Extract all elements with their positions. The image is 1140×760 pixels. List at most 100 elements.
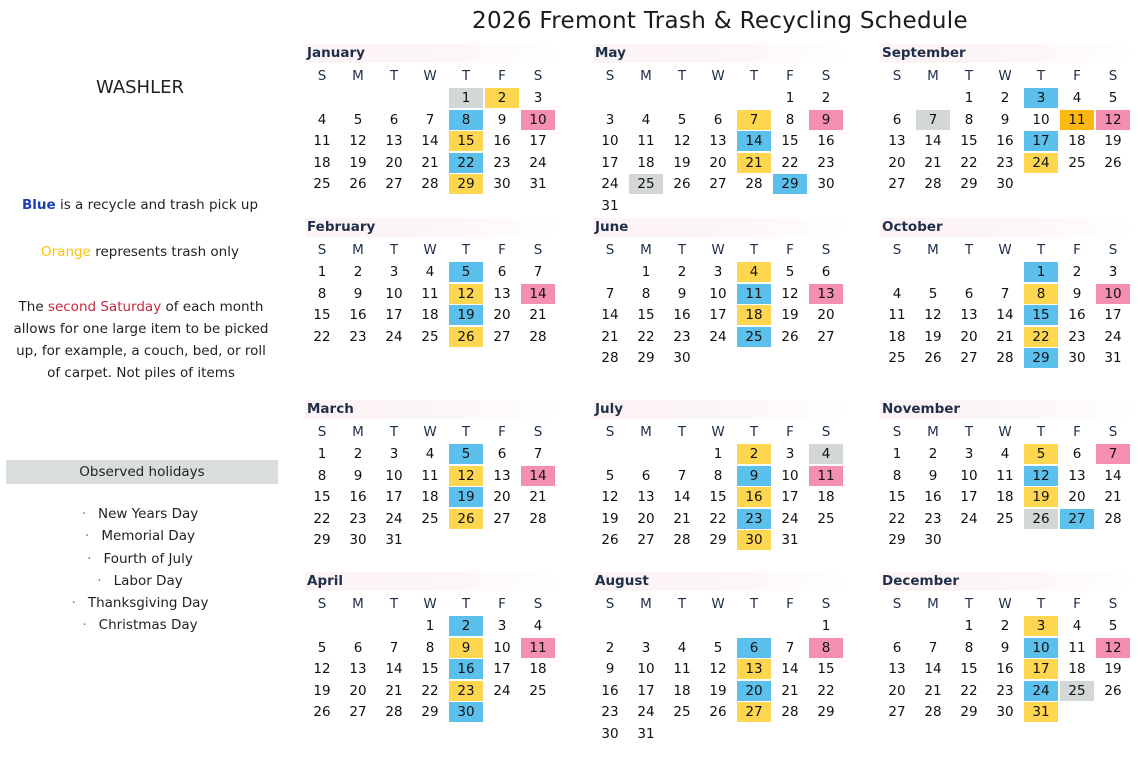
- day-cell: 7: [425, 111, 435, 128]
- day-cell: 19: [601, 510, 619, 527]
- day-cell: 22: [313, 510, 331, 527]
- weekday-label: W: [711, 424, 725, 440]
- day-cell: 25: [817, 510, 835, 527]
- weekday-label: S: [892, 424, 902, 440]
- day-cell: 8: [964, 639, 974, 656]
- day-cell-blue: 16: [449, 659, 483, 680]
- weekday-label: S: [533, 424, 543, 440]
- weekday-label: T: [389, 68, 399, 84]
- day-cell: 22: [888, 510, 906, 527]
- weekday-label: M: [927, 242, 939, 258]
- day-cell-yellow: 18: [737, 305, 771, 326]
- weekday-label: S: [605, 242, 615, 258]
- day-cell: 11: [1068, 639, 1086, 656]
- legend-blue-word: Blue: [21, 197, 56, 213]
- day-cell-pink: 10: [521, 109, 555, 130]
- day-cell-yellow: 2: [485, 88, 519, 108]
- day-cell-gray: 26: [1024, 508, 1058, 529]
- day-cell: 26: [1104, 154, 1122, 171]
- day-cell: 21: [529, 307, 547, 324]
- weekday-label: T: [964, 596, 974, 612]
- day-cell: 1: [964, 618, 974, 634]
- day-cell-blue: 23: [737, 508, 771, 529]
- day-cell: 22: [960, 154, 978, 171]
- day-cell: 28: [924, 176, 942, 193]
- day-cell-pink: 11: [809, 465, 843, 486]
- day-cell: 1: [821, 618, 831, 634]
- day-cell: 20: [385, 154, 403, 171]
- day-cell: 19: [1104, 661, 1122, 678]
- day-cell: 4: [317, 111, 327, 128]
- day-cell: 21: [385, 682, 403, 699]
- day-cell: 1: [892, 446, 902, 462]
- weekday-label: T: [1036, 596, 1046, 612]
- day-cell: 11: [421, 467, 439, 484]
- day-cell-yellow: 4: [737, 262, 771, 282]
- day-cell: 10: [601, 133, 619, 150]
- day-cell: 2: [821, 90, 831, 106]
- day-cell-blue: 6: [737, 637, 771, 658]
- weekday-label: W: [423, 68, 437, 84]
- day-cell-blue: 20: [737, 680, 771, 701]
- day-cell-blue: 11: [737, 283, 771, 304]
- day-cell: 19: [673, 154, 691, 171]
- day-cell-gray: 4: [809, 444, 843, 464]
- day-cell-blue: 17: [1024, 131, 1058, 152]
- day-cell: 30: [996, 176, 1014, 193]
- day-cell-blue: 19: [449, 305, 483, 326]
- day-cell: 16: [673, 307, 691, 324]
- day-cell: 4: [641, 111, 651, 128]
- day-cell: 14: [924, 133, 942, 150]
- day-cell: 26: [601, 532, 619, 549]
- day-cell-pink: 9: [809, 109, 843, 130]
- day-cell: 5: [605, 467, 615, 484]
- day-cell: 5: [713, 639, 723, 656]
- weekday-label: T: [749, 424, 759, 440]
- day-cell: 3: [533, 90, 543, 106]
- month-december: December S M T W T F S 1 2 3 4 5 6 7 8 9 10 11 12 13 14 15 16 17…: [880, 572, 1134, 742]
- day-cell: 4: [1072, 90, 1082, 106]
- weekday-label: T: [749, 596, 759, 612]
- weekday-label: S: [892, 596, 902, 612]
- day-cell: 6: [641, 467, 651, 484]
- day-cell: 28: [421, 176, 439, 193]
- day-cell-yellow: 19: [1024, 487, 1058, 508]
- day-cell: 1: [785, 90, 795, 106]
- day-cell-yellow: 29: [449, 174, 483, 195]
- day-cell: 18: [996, 489, 1014, 506]
- day-cell: 7: [785, 639, 795, 656]
- day-cell: 14: [421, 133, 439, 150]
- legend-saturday-pre: The: [18, 299, 48, 315]
- day-cell: 23: [673, 328, 691, 345]
- day-cell-blue: 30: [449, 702, 483, 723]
- day-cell: 11: [888, 307, 906, 324]
- day-cell: 28: [745, 176, 763, 193]
- legend-saturday-text: of each month allows for one large item …: [13, 299, 269, 381]
- day-cell: 27: [709, 176, 727, 193]
- month-title: September: [880, 44, 1134, 63]
- day-cell: 15: [421, 661, 439, 678]
- day-cell: 27: [888, 704, 906, 721]
- day-cell: 9: [1000, 111, 1010, 128]
- day-cell-blue: 29: [1024, 348, 1058, 369]
- legend-blue-text: is a recycle and trash pick up: [55, 197, 259, 213]
- day-cell-blue: 5: [449, 262, 483, 282]
- weekday-label: W: [711, 596, 725, 612]
- day-cell-pink: 13: [809, 283, 843, 304]
- day-cell-pink: 11: [521, 637, 555, 658]
- day-cell: 26: [313, 704, 331, 721]
- day-cell-yellow: 2: [737, 444, 771, 464]
- day-cell: 16: [493, 133, 511, 150]
- day-cell: 4: [677, 639, 687, 656]
- weekday-label: S: [605, 424, 615, 440]
- weekday-label: M: [927, 424, 939, 440]
- day-cell: 30: [349, 532, 367, 549]
- day-cell: 24: [960, 510, 978, 527]
- day-cell: 9: [497, 111, 507, 128]
- day-cell: 5: [317, 639, 327, 656]
- day-cell: 31: [385, 532, 403, 549]
- day-cell: 21: [924, 682, 942, 699]
- day-cell: 12: [709, 661, 727, 678]
- weekday-label: T: [749, 242, 759, 258]
- weekday-label: F: [1073, 68, 1081, 84]
